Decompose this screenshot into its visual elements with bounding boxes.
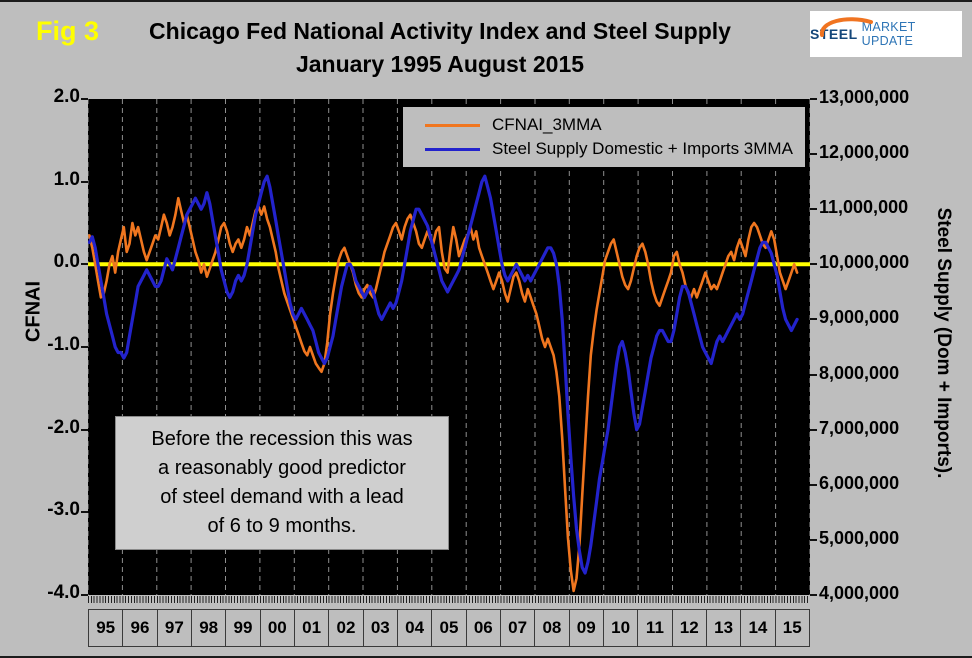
right-axis-tick-label: 10,000,000 [819,252,910,273]
right-axis-tick-label: 4,000,000 [819,583,900,603]
right-axis-tick [810,153,817,156]
x-axis-year-label: 09 [568,609,604,647]
x-axis-year-label: 97 [156,609,192,647]
right-axis-tick-label: 6,000,000 [819,472,900,493]
x-axis-year-label: 07 [499,609,536,647]
left-axis-tick-label: -4.0 [47,582,80,603]
figure-label: Fig 3 [36,16,100,46]
left-axis-tick [81,428,88,431]
x-axis-year-label: 12 [671,609,707,647]
right-axis-tick-label: 11,000,000 [819,197,909,218]
x-axis-year-label: 10 [602,609,639,647]
right-axis-tick-label: 12,000,000 [819,142,910,163]
left-axis-tick [81,98,88,100]
x-axis-year-label: 03 [362,609,398,647]
x-axis-year-label: 99 [225,609,261,647]
right-axis-tick-label: 5,000,000 [819,527,900,548]
right-axis-tick [810,428,817,431]
x-axis-year-labels: 95 96 97 98 99 00 01 02 03 04 05 06 07 08 09 10 11 12 13 14… [88,609,810,647]
right-axis-tick [810,318,817,321]
right-axis-tick [810,483,817,486]
legend-label-steel-supply: Steel Supply Domestic + Imports 3MMA [492,139,793,158]
x-axis-year-label: 08 [534,609,570,647]
x-axis-year-label: 01 [293,609,330,647]
right-axis-tick [810,594,817,596]
left-axis-tick-label: 1.0 [53,168,80,190]
right-axis-tick-label: 8,000,000 [819,362,900,383]
right-axis-tick [810,373,817,376]
left-axis-tick-label: 2.0 [53,86,80,107]
left-axis-tick [81,511,88,514]
annotation-callout: Before the recession this was a reasonab… [115,416,449,550]
series-line-steel-supply [88,174,799,575]
right-axis-tick-label: 9,000,000 [819,307,900,328]
legend-line-sample-steel-supply [425,147,480,151]
right-axis-tick [810,538,817,541]
left-axis-tick-label: -3.0 [47,499,80,521]
legend-entry-steel-supply: Steel Supply Domestic + Imports 3MMA [425,139,797,159]
logo-text-market-update: MARKET UPDATE [861,20,916,48]
left-axis-tick [81,180,88,183]
steel-market-update-logo: STEEL MARKET UPDATE [810,11,962,57]
series-line-cfnai [88,196,799,593]
x-axis-year-label: 96 [122,609,158,647]
left-axis-tick [81,263,88,266]
legend-label-cfnai: CFNAI_3MMA [492,115,602,134]
chart-title: Chicago Fed National Activity Index and … [110,15,770,81]
chart-title-line1: Chicago Fed National Activity Index and … [149,18,731,44]
x-axis-year-label: 04 [396,609,433,647]
x-axis-year-label: 06 [465,609,501,647]
x-axis-year-label: 95 [88,609,124,647]
x-axis-year-label: 98 [190,609,227,647]
right-axis-tick-label: 13,000,000 [819,87,910,107]
left-axis-tick [81,594,88,596]
right-axis-tick [810,98,817,100]
left-axis-tick-label: 0.0 [53,251,80,273]
x-axis-year-label: 13 [705,609,742,647]
right-axis-title: Steel Supply (Dom + Imports). [933,207,954,479]
x-axis-minor-ticks [88,596,810,603]
left-axis-tick-label: -2.0 [47,416,80,438]
legend-line-sample-cfnai [425,123,480,127]
right-axis-tick [810,263,817,266]
logo-swoosh-icon [820,17,873,37]
x-axis-year-label: 14 [740,609,776,647]
right-axis-tick [810,208,817,211]
left-axis-tick [81,346,88,348]
x-axis-year-label: 02 [328,609,364,647]
legend-entry-cfnai: CFNAI_3MMA [425,115,797,135]
chart-title-line2: January 1995 August 2015 [295,51,585,77]
left-axis-title: CFNAI [22,280,45,343]
right-axis-tick-label: 7,000,000 [819,417,900,438]
x-axis-year-label: 15 [774,609,810,647]
chart-plot-svg [88,99,810,595]
left-axis-tick-label: -1.0 [47,334,80,355]
x-axis-year-label: 11 [637,609,673,647]
plot-area: CFNAI_3MMA Steel Supply Domestic + Impor… [88,99,810,595]
x-axis-year-label: 05 [431,609,467,647]
x-axis-year-label: 00 [259,609,295,647]
chart-legend: CFNAI_3MMA Steel Supply Domestic + Impor… [402,106,806,168]
